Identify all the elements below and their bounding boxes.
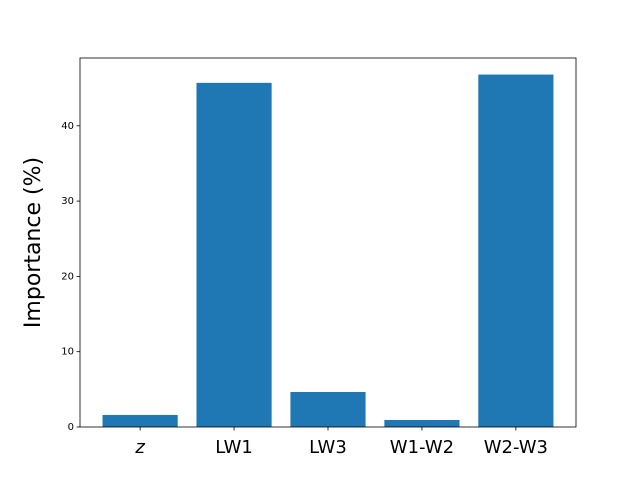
bar bbox=[102, 414, 178, 427]
bar bbox=[478, 74, 554, 427]
y-tick-label: 20 bbox=[61, 271, 74, 282]
axes-frame bbox=[79, 57, 577, 428]
x-tick-label: W2-W3 bbox=[484, 437, 548, 458]
x-tick-label: W1-W2 bbox=[390, 437, 454, 458]
y-tick-label: 40 bbox=[61, 121, 74, 132]
bar bbox=[196, 82, 272, 428]
y-axis-label: Importance (%) bbox=[21, 157, 46, 328]
bar bbox=[384, 419, 460, 427]
y-tick-label: 10 bbox=[61, 347, 74, 358]
bar bbox=[290, 391, 366, 427]
x-tick-label: LW1 bbox=[215, 437, 253, 458]
x-tick-label: LW3 bbox=[309, 437, 347, 458]
y-tick-label: 30 bbox=[61, 196, 74, 207]
x-tick-label: z bbox=[134, 437, 145, 458]
y-tick-label: 0 bbox=[68, 422, 74, 433]
